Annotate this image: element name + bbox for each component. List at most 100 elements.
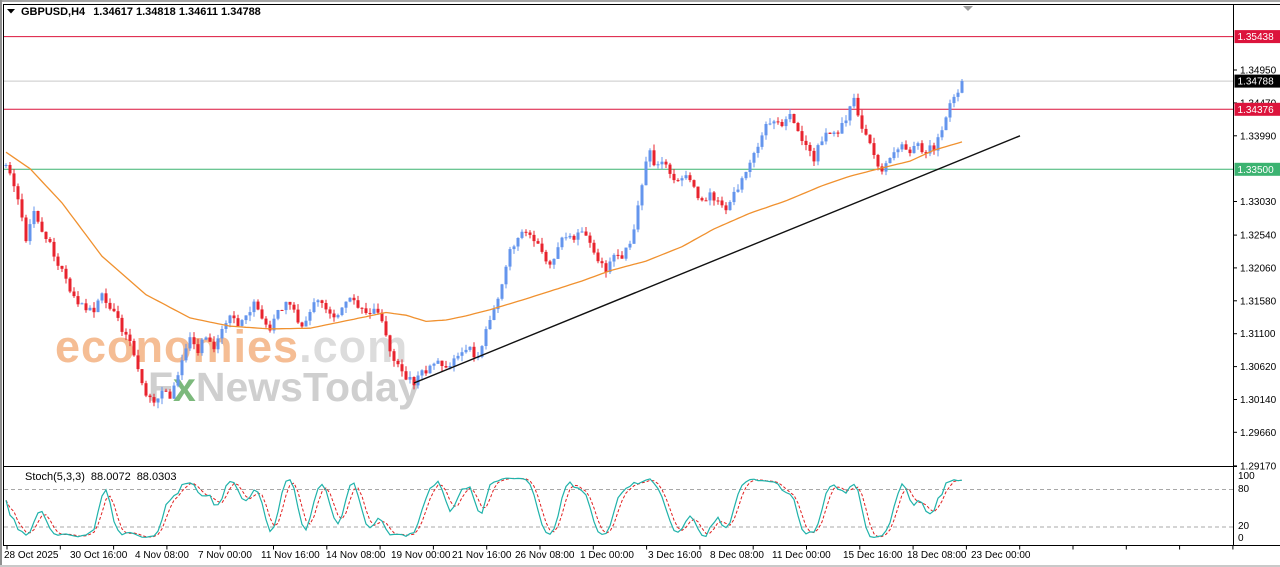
stochastic-pane: Stoch(5,3,3) 88.0072 88.0303 — [4, 471, 1233, 539]
candle-body — [260, 309, 264, 319]
candle-body — [52, 241, 56, 257]
candle-body — [176, 375, 180, 386]
date-axis-label: 30 Oct 16:00 — [70, 550, 128, 561]
candle-body — [24, 217, 28, 242]
candle-body — [160, 390, 164, 399]
candle-body — [408, 377, 412, 380]
candle-body — [272, 318, 276, 331]
candle-body — [580, 231, 584, 233]
symbol-dropdown-icon[interactable] — [7, 9, 15, 14]
candle-body — [172, 385, 176, 399]
candle-body — [692, 180, 696, 187]
candle-body — [300, 322, 304, 327]
candle-body — [44, 231, 48, 239]
candle-body — [664, 161, 668, 165]
candle-body — [428, 365, 432, 374]
price-axis-label: 1.30620 — [1240, 362, 1277, 373]
candle-body — [652, 150, 656, 166]
candle-body — [240, 320, 244, 326]
symbol-quote-line: GBPUSD,H4 1.34617 1.34818 1.34611 1.34788 — [21, 6, 261, 18]
candle-body — [280, 310, 284, 311]
candle-body — [684, 175, 688, 179]
candle-body — [20, 199, 24, 218]
date-axis[interactable]: 28 Oct 2025 30 Oct 16:00 4 Nov 08:00 7 Nov … — [4, 546, 1234, 561]
candle-body — [752, 153, 756, 163]
candle-body — [900, 144, 904, 150]
candle-body — [672, 173, 676, 181]
candle-body — [80, 303, 84, 305]
candle-body — [704, 200, 708, 202]
candle-body — [360, 307, 364, 309]
candle-body — [68, 278, 72, 292]
candle-body — [548, 261, 552, 265]
candle-body — [168, 391, 172, 399]
candle-body — [848, 106, 852, 121]
candle-body — [492, 309, 496, 320]
candle-body — [180, 360, 184, 376]
candle-body — [552, 258, 556, 265]
candle-body — [200, 339, 204, 354]
candle-body — [424, 370, 428, 374]
candle-body — [828, 132, 832, 134]
candle-body — [308, 312, 312, 321]
candle-body — [264, 318, 268, 325]
candle-body — [688, 175, 692, 181]
price-level-badge-label: 1.33500 — [1238, 165, 1275, 176]
candle-body — [156, 398, 160, 403]
candle-body — [912, 146, 916, 154]
date-axis-label: 18 Dec 08:00 — [907, 550, 967, 561]
candle-body — [680, 178, 684, 181]
price-level-badge-label: 1.34788 — [1238, 77, 1275, 88]
main-pane: economies.com FxNewsToday — [4, 36, 1233, 410]
date-axis-label: 7 Nov 00:00 — [198, 550, 252, 561]
moving-average-line[interactable] — [5, 141, 963, 330]
price-axis-label: 1.32060 — [1240, 263, 1277, 274]
candle-body — [720, 200, 724, 206]
date-axis-label: 26 Nov 08:00 — [515, 550, 575, 561]
candle-body — [252, 301, 256, 313]
chart-shift-icon[interactable] — [963, 6, 973, 11]
candle-body — [940, 130, 944, 138]
candle-body — [936, 137, 940, 151]
candle-body — [636, 205, 640, 230]
window-frame-top — [0, 0, 1280, 2]
candle-body — [596, 252, 600, 262]
candle-body — [96, 300, 100, 313]
candle-body — [440, 360, 444, 366]
stoch-axis-label: 100 — [1238, 471, 1255, 482]
candle-body — [576, 232, 580, 240]
candle-body — [344, 301, 348, 308]
candle-body — [960, 81, 964, 93]
candle-body — [708, 192, 712, 201]
stochastic-level-lines — [4, 489, 1233, 528]
candle-body — [12, 173, 16, 187]
candle-body — [124, 331, 128, 335]
price-level-badge-label: 1.35438 — [1238, 32, 1275, 43]
candle-body — [396, 360, 400, 365]
candle-body — [604, 263, 608, 273]
candle-body — [328, 309, 332, 314]
candle-body — [436, 360, 440, 364]
date-axis-label: 8 Dec 08:00 — [710, 550, 764, 561]
candle-body — [624, 247, 628, 259]
candle-body — [192, 337, 196, 345]
candle-body — [556, 247, 560, 259]
price-axis-label: 1.31580 — [1240, 296, 1277, 307]
candle-body — [292, 304, 296, 310]
candle-body — [120, 317, 124, 332]
candle-body — [804, 140, 808, 145]
candle-body — [372, 308, 376, 314]
candle-body — [864, 128, 868, 135]
trendline[interactable] — [413, 135, 1021, 384]
candle-body — [340, 307, 344, 315]
candle-body — [644, 161, 648, 186]
candle-body — [796, 123, 800, 132]
candle-body — [896, 149, 900, 153]
price-axis-label: 1.32540 — [1240, 231, 1277, 242]
price-axis-label: 1.33990 — [1240, 131, 1277, 142]
candle-body — [380, 312, 384, 322]
candle-body — [452, 358, 456, 366]
date-axis-label: 11 Dec 00:00 — [772, 550, 831, 561]
